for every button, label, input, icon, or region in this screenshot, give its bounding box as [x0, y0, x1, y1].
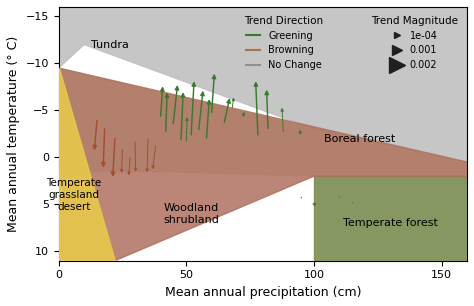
Y-axis label: Mean annual temperature (° C): Mean annual temperature (° C)	[7, 36, 20, 232]
Polygon shape	[314, 176, 467, 261]
Polygon shape	[59, 68, 115, 261]
Polygon shape	[59, 68, 467, 176]
Text: Temperate
grassland
desert: Temperate grassland desert	[46, 178, 101, 211]
Legend: 1e-04, 0.001, 0.002: 1e-04, 0.001, 0.002	[367, 12, 462, 74]
X-axis label: Mean annual precipitation (cm): Mean annual precipitation (cm)	[164, 286, 361, 299]
Text: Woodland
shrubland: Woodland shrubland	[164, 203, 219, 225]
Text: Tundra: Tundra	[91, 39, 128, 50]
Polygon shape	[59, 68, 467, 261]
Polygon shape	[59, 7, 467, 162]
Text: Temperate forest: Temperate forest	[343, 218, 438, 228]
Text: Boreal forest: Boreal forest	[324, 133, 395, 144]
